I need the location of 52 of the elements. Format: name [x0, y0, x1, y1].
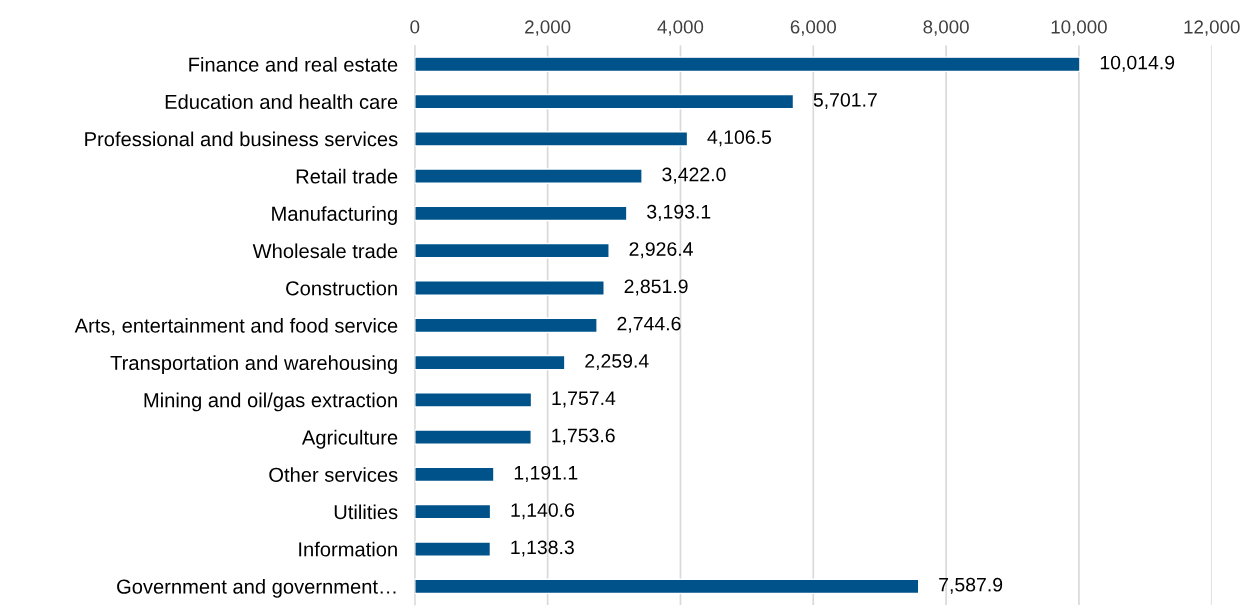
- data-label: 1,753.6: [552, 428, 615, 445]
- data-label: 1,191.1: [514, 465, 578, 482]
- bar: [414, 392, 533, 408]
- y-tick-label: Transportation and warehousing: [110, 355, 397, 375]
- x-tick-label: 0: [410, 20, 420, 34]
- x-tick-label: 4,000: [657, 20, 704, 36]
- bar: [414, 93, 795, 110]
- bar: [414, 541, 492, 557]
- bar: [414, 429, 532, 445]
- y-tick-label: Wholesale trade: [252, 243, 398, 259]
- bar: [414, 280, 605, 296]
- bar: [414, 131, 689, 147]
- y-tick-label: Information: [299, 541, 397, 557]
- y-tick-label: Mining and oil/gas extraction: [144, 392, 397, 412]
- bar: [414, 242, 610, 259]
- y-tick-label: Agriculture: [301, 429, 398, 449]
- data-label: 1,138.3: [511, 540, 574, 557]
- bar: [414, 317, 598, 334]
- bar: [414, 168, 643, 184]
- x-tick-label: 2,000: [525, 20, 571, 36]
- bar: [414, 466, 495, 483]
- data-label: 5,701.7: [813, 92, 877, 110]
- bar: [414, 503, 492, 520]
- data-label: 7,587.9: [939, 577, 1003, 594]
- y-tick-label: Retail trade: [296, 168, 398, 184]
- y-tick-label: Construction: [286, 280, 397, 296]
- data-label: 4,106.5: [707, 130, 772, 147]
- bar: [414, 354, 566, 371]
- y-tick-label: Finance and real estate: [189, 56, 398, 72]
- data-label: 2,744.6: [617, 316, 681, 333]
- bar: [414, 205, 628, 222]
- data-label: 1,140.6: [511, 503, 575, 520]
- y-tick-label: Government and government…: [117, 579, 396, 598]
- data-label: 10,014.9: [1100, 55, 1175, 72]
- y-tick-label: Professional and business services: [85, 131, 398, 147]
- bar: [414, 56, 1081, 73]
- y-tick-label: Arts, entertainment and food service: [74, 317, 398, 336]
- bar: [414, 578, 920, 595]
- data-label: 2,926.4: [629, 242, 693, 259]
- y-tick-label: Utilities: [334, 504, 398, 520]
- x-tick-label: 12,000: [1184, 20, 1240, 36]
- x-tick-label: 6,000: [790, 20, 837, 36]
- x-tick-label: 10,000: [1051, 20, 1107, 36]
- data-label: 3,193.1: [647, 204, 711, 221]
- y-tick-label: Other services: [269, 467, 398, 482]
- data-label: 1,757.4: [552, 391, 616, 408]
- data-label: 2,851.9: [624, 279, 688, 296]
- y-tick-label: Education and health care: [165, 94, 398, 110]
- x-tick-label: 8,000: [923, 20, 969, 36]
- y-tick-label: Manufacturing: [272, 206, 397, 225]
- data-label: 2,259.4: [585, 354, 649, 371]
- data-label: 3,422.0: [662, 167, 726, 184]
